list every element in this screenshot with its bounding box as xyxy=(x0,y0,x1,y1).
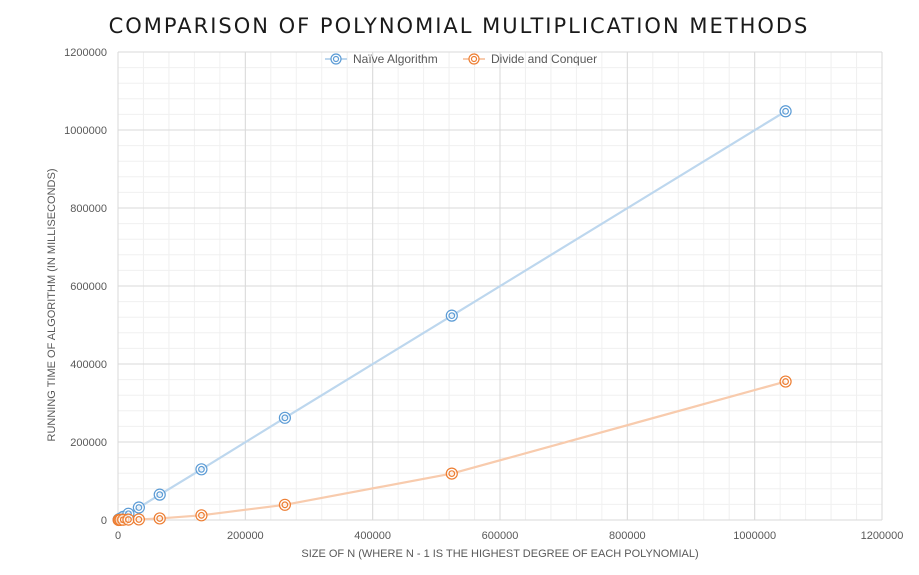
data-point xyxy=(779,375,792,388)
y-tick-label: 400000 xyxy=(70,359,107,371)
x-tick-label: 200000 xyxy=(227,530,264,542)
legend: Naïve Algorithm Divide and Conquer xyxy=(325,52,597,66)
y-tick-label: 1000000 xyxy=(64,125,107,137)
data-point-inner xyxy=(135,504,143,511)
data-point-inner xyxy=(782,378,789,385)
legend-swatch-marker xyxy=(330,53,342,65)
y-tick-label: 600000 xyxy=(70,281,107,293)
data-point xyxy=(278,498,291,511)
series-divide-and-conquer xyxy=(112,375,792,527)
y-tick-label: 0 xyxy=(101,515,107,527)
x-tick-label: 600000 xyxy=(482,530,519,542)
data-point-inner xyxy=(156,491,164,499)
legend-item: Divide and Conquer xyxy=(463,52,597,66)
data-point xyxy=(122,513,135,526)
data-point xyxy=(132,513,145,526)
legend-label: Divide and Conquer xyxy=(491,52,597,66)
legend-swatch-marker xyxy=(468,53,480,65)
x-tick-label: 1200000 xyxy=(861,530,904,542)
data-point-inner xyxy=(782,107,789,115)
data-point xyxy=(195,509,208,522)
series-line xyxy=(118,380,786,522)
series-naive-algorithm xyxy=(112,105,792,526)
data-point xyxy=(779,105,792,118)
data-point-inner xyxy=(448,312,456,320)
data-point xyxy=(153,488,166,501)
x-tick-label: 400000 xyxy=(354,530,391,542)
data-point xyxy=(195,463,208,476)
data-point-inner xyxy=(448,470,456,477)
data-point-inner xyxy=(135,516,143,523)
x-tick-label: 0 xyxy=(115,530,121,542)
legend-label: Naïve Algorithm xyxy=(353,52,438,66)
data-point-inner xyxy=(156,515,164,522)
chart-title: COMPARISON OF POLYNOMIAL MULTIPLICATION … xyxy=(109,14,810,38)
legend-item: Naïve Algorithm xyxy=(325,52,438,66)
data-point xyxy=(445,309,458,322)
data-point xyxy=(132,501,145,514)
data-point xyxy=(445,467,458,480)
x-axis-label: SIZE OF N (WHERE N - 1 IS THE HIGHEST DE… xyxy=(301,548,698,560)
x-tick-label: 800000 xyxy=(609,530,646,542)
data-point-inner xyxy=(198,511,205,519)
data-point-inner xyxy=(198,465,205,473)
data-point xyxy=(278,411,291,424)
y-tick-label: 1200000 xyxy=(64,47,107,59)
legend-swatch-marker-inner xyxy=(470,55,478,63)
data-point-inner xyxy=(125,516,132,524)
y-tick-label: 200000 xyxy=(70,437,107,449)
x-tick-label: 1000000 xyxy=(733,530,776,542)
y-axis-label: RUNNING TIME OF ALGORITHM (IN MILLISECON… xyxy=(46,169,58,442)
data-point-inner xyxy=(281,501,289,509)
legend-swatch-marker-inner xyxy=(332,55,340,63)
data-point-inner xyxy=(281,414,289,422)
data-point xyxy=(153,512,166,525)
y-tick-label: 800000 xyxy=(70,203,107,215)
